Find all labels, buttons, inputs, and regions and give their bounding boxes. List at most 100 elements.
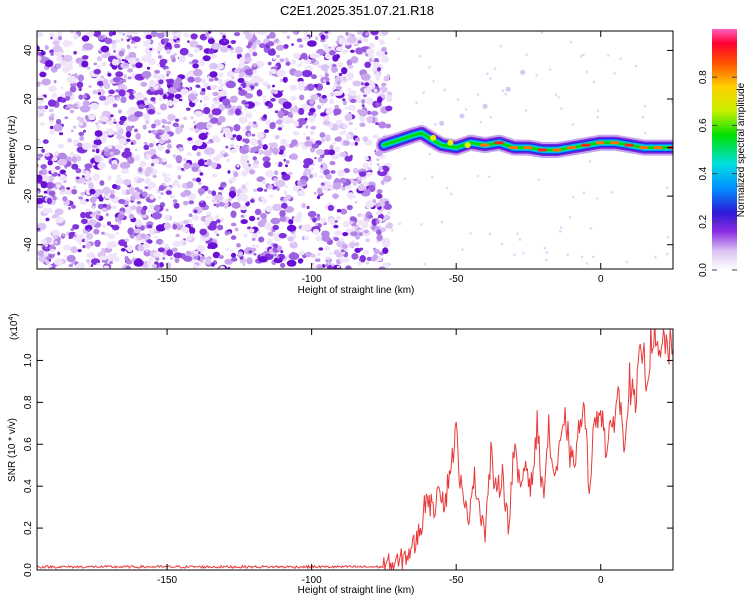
- noise-blob: [198, 200, 207, 208]
- noise-blob: [73, 235, 76, 239]
- noise-blob: [320, 165, 323, 168]
- noise-blob: [83, 129, 86, 133]
- noise-blob: [95, 122, 99, 125]
- noise-blob: [298, 84, 305, 91]
- noise-blob: [147, 109, 156, 115]
- noise-blob: [314, 156, 317, 160]
- noise-blob: [378, 266, 386, 269]
- noise-blob: [183, 32, 190, 38]
- noise-blob: [118, 109, 122, 114]
- noise-blob: [545, 258, 548, 262]
- noise-blob: [332, 54, 339, 62]
- noise-blob: [268, 102, 274, 109]
- noise-blob: [47, 99, 57, 107]
- noise-blob: [148, 181, 157, 189]
- noise-blob: [280, 250, 284, 254]
- noise-blob: [172, 240, 181, 247]
- noise-blob: [157, 50, 161, 54]
- noise-blob: [40, 105, 46, 110]
- noise-blob: [274, 65, 278, 69]
- noise-blob: [358, 94, 361, 98]
- noise-blob: [368, 42, 375, 49]
- noise-blob: [350, 56, 359, 64]
- noise-blob: [248, 250, 252, 253]
- noise-blob: [386, 172, 391, 176]
- noise-blob: [229, 95, 238, 104]
- noise-blob: [568, 216, 572, 219]
- noise-blob: [162, 172, 168, 178]
- noise-blob: [366, 48, 375, 55]
- noise-blob: [445, 186, 449, 190]
- noise-blob: [159, 262, 164, 267]
- noise-blob: [207, 38, 215, 45]
- noise-blob: [309, 53, 317, 59]
- noise-blob: [72, 125, 77, 129]
- noise-blob: [37, 250, 45, 257]
- noise-blob: [301, 70, 313, 78]
- noise-blob: [328, 149, 336, 156]
- noise-blob: [348, 241, 356, 248]
- faint-trace-point: [520, 69, 526, 75]
- noise-blob: [365, 238, 370, 242]
- bottom-y-axis-label: SNR (10 * v/v): [7, 418, 18, 482]
- noise-blob: [644, 131, 647, 135]
- noise-blob: [151, 158, 160, 164]
- noise-blob: [82, 245, 86, 249]
- noise-blob: [264, 129, 269, 134]
- noise-blob: [53, 258, 64, 266]
- noise-blob: [88, 85, 92, 88]
- noise-blob: [357, 261, 363, 266]
- noise-blob: [147, 261, 152, 267]
- noise-blob: [44, 105, 49, 110]
- noise-blob: [81, 218, 88, 224]
- noise-blob: [92, 173, 101, 181]
- noise-blob: [59, 169, 66, 175]
- noise-blob: [206, 158, 213, 167]
- noise-blob: [226, 158, 230, 163]
- noise-blob: [122, 78, 127, 83]
- noise-blob: [112, 103, 118, 108]
- noise-blob: [223, 61, 227, 64]
- noise-blob: [291, 139, 298, 146]
- noise-blob: [185, 250, 192, 256]
- noise-blob: [303, 158, 314, 166]
- noise-blob: [66, 104, 73, 109]
- noise-blob: [366, 261, 369, 265]
- noise-blob: [88, 114, 96, 121]
- noise-blob: [274, 170, 279, 176]
- noise-blob: [115, 125, 122, 131]
- faint-trace-point: [459, 113, 465, 119]
- noise-blob: [49, 210, 54, 213]
- noise-blob: [182, 242, 186, 245]
- noise-blob: [314, 258, 321, 262]
- noise-blob: [152, 140, 156, 144]
- signal-hotspot: [566, 146, 576, 150]
- noise-blob: [385, 105, 393, 112]
- noise-blob: [108, 89, 115, 95]
- noise-blob: [230, 235, 237, 240]
- noise-blob: [379, 169, 384, 172]
- noise-blob: [225, 80, 236, 89]
- noise-blob: [148, 130, 152, 134]
- noise-blob: [38, 170, 43, 175]
- noise-blob: [165, 42, 172, 48]
- noise-blob: [209, 62, 218, 70]
- noise-blob: [216, 219, 221, 223]
- noise-blob: [65, 95, 71, 101]
- noise-blob: [589, 227, 593, 230]
- noise-blob: [270, 97, 276, 102]
- noise-blob: [107, 72, 112, 77]
- noise-blob: [319, 132, 326, 138]
- y-tick-label: 0: [23, 144, 34, 150]
- noise-blob: [371, 218, 378, 226]
- noise-blob: [378, 166, 383, 170]
- noise-blob: [124, 238, 130, 242]
- noise-blob: [110, 224, 114, 228]
- noise-blob: [93, 228, 100, 235]
- noise-blob: [313, 191, 317, 195]
- noise-blob: [242, 138, 247, 143]
- noise-blob: [227, 266, 231, 269]
- noise-blob: [352, 167, 359, 174]
- noise-blob: [66, 76, 77, 84]
- noise-blob: [92, 31, 102, 37]
